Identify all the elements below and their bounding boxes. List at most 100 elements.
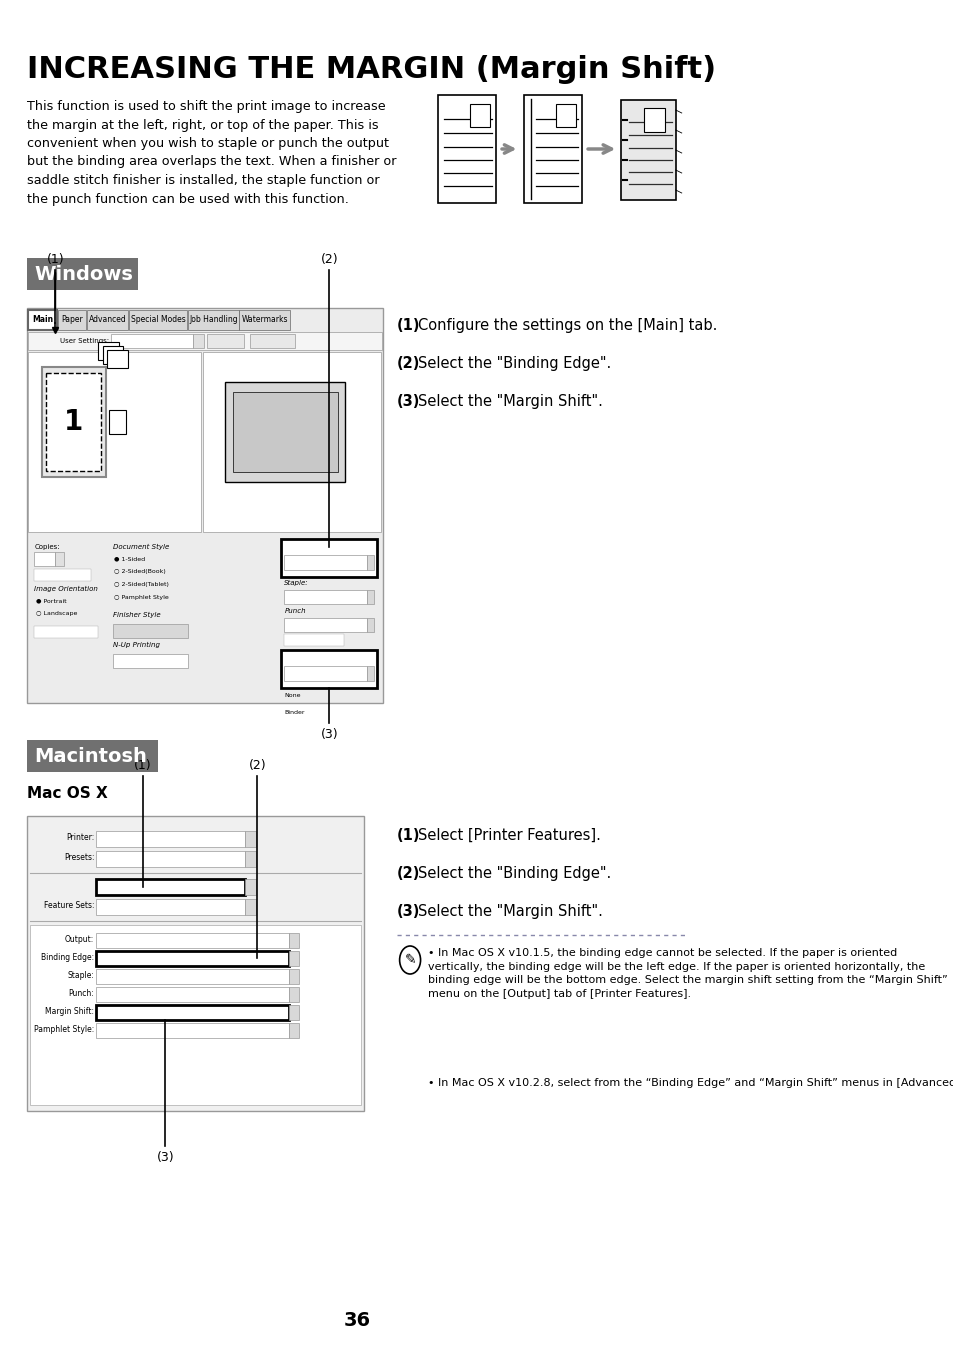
Text: Margin Shift:: Margin Shift: bbox=[45, 1008, 94, 1016]
FancyBboxPatch shape bbox=[470, 104, 490, 127]
FancyBboxPatch shape bbox=[112, 654, 188, 667]
Text: Off: Off bbox=[99, 1028, 109, 1034]
FancyBboxPatch shape bbox=[27, 816, 363, 1111]
FancyBboxPatch shape bbox=[188, 309, 238, 330]
Text: Main: Main bbox=[32, 316, 53, 324]
FancyBboxPatch shape bbox=[29, 309, 57, 330]
Text: Printer Features: Printer Features bbox=[140, 882, 201, 892]
FancyBboxPatch shape bbox=[98, 342, 119, 359]
FancyBboxPatch shape bbox=[34, 626, 98, 638]
FancyBboxPatch shape bbox=[102, 346, 123, 363]
Text: 1: 1 bbox=[37, 557, 42, 562]
Text: (3): (3) bbox=[320, 728, 337, 740]
FancyBboxPatch shape bbox=[233, 392, 337, 471]
FancyBboxPatch shape bbox=[289, 1023, 299, 1038]
FancyBboxPatch shape bbox=[47, 373, 101, 471]
Text: None: None bbox=[286, 623, 303, 627]
Text: User Settings:: User Settings: bbox=[60, 338, 110, 345]
Text: Special Modes: Special Modes bbox=[131, 316, 185, 324]
FancyBboxPatch shape bbox=[245, 898, 255, 915]
Text: Paper: Paper bbox=[61, 316, 83, 324]
Text: Select [Printer Features].: Select [Printer Features]. bbox=[417, 828, 599, 843]
Text: Punch: Punch bbox=[284, 608, 306, 613]
Text: (1): (1) bbox=[396, 828, 419, 843]
FancyBboxPatch shape bbox=[57, 309, 86, 330]
Text: Watermarks: Watermarks bbox=[241, 316, 288, 324]
FancyBboxPatch shape bbox=[95, 934, 289, 948]
Text: Punch:: Punch: bbox=[69, 989, 94, 998]
FancyBboxPatch shape bbox=[111, 334, 193, 349]
Text: Printer:: Printer: bbox=[66, 834, 94, 843]
Text: (3): (3) bbox=[396, 904, 419, 919]
FancyBboxPatch shape bbox=[95, 1023, 289, 1038]
FancyBboxPatch shape bbox=[245, 851, 255, 867]
Text: Output:: Output: bbox=[65, 935, 94, 944]
Text: Finisher Style: Finisher Style bbox=[112, 612, 160, 619]
Text: (2): (2) bbox=[320, 253, 337, 266]
FancyBboxPatch shape bbox=[27, 740, 158, 771]
Text: ✎: ✎ bbox=[404, 952, 416, 967]
Text: Margin Shift:: Margin Shift: bbox=[284, 655, 336, 661]
Text: (2): (2) bbox=[396, 357, 419, 372]
FancyBboxPatch shape bbox=[620, 100, 675, 200]
Text: ○ Landscape: ○ Landscape bbox=[36, 611, 77, 616]
Text: (3): (3) bbox=[156, 1151, 174, 1165]
FancyBboxPatch shape bbox=[95, 898, 245, 915]
FancyBboxPatch shape bbox=[284, 666, 366, 681]
Text: Select the "Binding Edge".: Select the "Binding Edge". bbox=[417, 866, 610, 881]
FancyBboxPatch shape bbox=[29, 332, 381, 350]
Text: ☐ Rotate 180 degrees: ☐ Rotate 180 degrees bbox=[36, 630, 97, 635]
Text: Configure the settings on the [Main] tab.: Configure the settings on the [Main] tab… bbox=[417, 317, 717, 332]
FancyBboxPatch shape bbox=[284, 617, 366, 632]
Text: N-Up Printing: N-Up Printing bbox=[112, 642, 160, 648]
Text: Macintosh: Macintosh bbox=[34, 747, 147, 766]
Text: Copies:: Copies: bbox=[34, 544, 60, 550]
Text: Binding Edge:: Binding Edge: bbox=[41, 954, 94, 962]
Text: 36: 36 bbox=[343, 1310, 370, 1329]
Text: Standard: Standard bbox=[99, 857, 131, 862]
Text: This function is used to shift the print image to increase
the margin at the lef: This function is used to shift the print… bbox=[27, 100, 396, 205]
FancyBboxPatch shape bbox=[289, 988, 299, 1002]
FancyBboxPatch shape bbox=[129, 309, 187, 330]
FancyBboxPatch shape bbox=[95, 1005, 289, 1020]
FancyBboxPatch shape bbox=[289, 951, 299, 966]
Text: ● 1-Sided: ● 1-Sided bbox=[114, 557, 146, 561]
Text: Document Style: Document Style bbox=[112, 544, 169, 550]
FancyBboxPatch shape bbox=[95, 880, 245, 894]
FancyBboxPatch shape bbox=[245, 831, 255, 847]
Text: 1-Up: 1-Up bbox=[116, 658, 132, 663]
Text: Job Handling: Job Handling bbox=[189, 316, 237, 324]
FancyBboxPatch shape bbox=[366, 555, 374, 570]
Text: Staple:: Staple: bbox=[284, 580, 309, 586]
FancyBboxPatch shape bbox=[203, 353, 380, 532]
Text: Binder: Binder bbox=[284, 711, 305, 715]
Text: Save...: Save... bbox=[213, 338, 237, 345]
FancyBboxPatch shape bbox=[245, 880, 255, 894]
Text: Pamphlet Style:: Pamphlet Style: bbox=[34, 1025, 94, 1035]
Text: ○ Pamphlet Style: ○ Pamphlet Style bbox=[114, 594, 169, 600]
Text: Saddle Stitch Tray: Saddle Stitch Tray bbox=[99, 938, 161, 943]
FancyBboxPatch shape bbox=[556, 104, 576, 127]
Text: None: None bbox=[284, 693, 300, 698]
FancyBboxPatch shape bbox=[95, 851, 245, 867]
Text: Tiled Pamphlet: Tiled Pamphlet bbox=[116, 628, 163, 634]
Text: Image Orientation: Image Orientation bbox=[34, 586, 98, 592]
FancyBboxPatch shape bbox=[644, 108, 664, 132]
Text: ○ 2-Sided(Book): ○ 2-Sided(Book) bbox=[114, 569, 166, 574]
Text: (3): (3) bbox=[396, 394, 419, 409]
FancyBboxPatch shape bbox=[284, 555, 366, 570]
FancyBboxPatch shape bbox=[29, 353, 200, 532]
FancyBboxPatch shape bbox=[107, 350, 128, 367]
Text: • In Mac OS X v10.2.8, select from the “Binding Edge” and “Margin Shift” menus i: • In Mac OS X v10.2.8, select from the “… bbox=[428, 1078, 953, 1088]
Text: • In Mac OS X v10.1.5, the binding edge cannot be selected. If the paper is orie: • In Mac OS X v10.1.5, the binding edge … bbox=[428, 948, 947, 998]
Text: Off: Off bbox=[99, 992, 109, 997]
Text: Feature Sets:: Feature Sets: bbox=[44, 901, 94, 911]
Text: Select the "Margin Shift".: Select the "Margin Shift". bbox=[417, 904, 602, 919]
Text: 0.4 in.: 0.4 in. bbox=[286, 670, 306, 676]
FancyBboxPatch shape bbox=[95, 951, 289, 966]
FancyBboxPatch shape bbox=[95, 969, 289, 984]
Text: Mac OS X: Mac OS X bbox=[27, 786, 108, 801]
Text: Windows: Windows bbox=[34, 265, 133, 284]
FancyBboxPatch shape bbox=[437, 95, 496, 203]
FancyBboxPatch shape bbox=[250, 334, 294, 349]
